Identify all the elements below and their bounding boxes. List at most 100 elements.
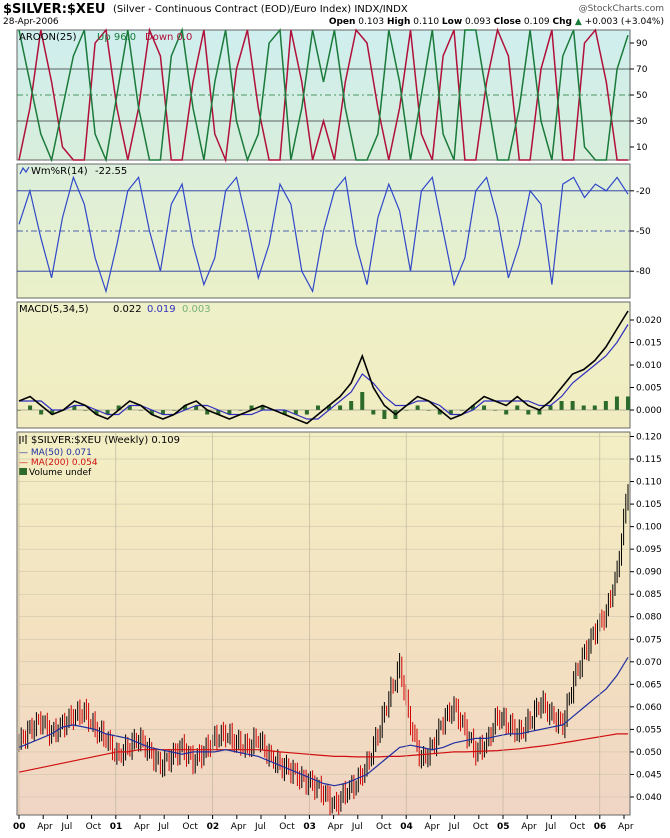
xtick-label-5: Apr [134, 822, 150, 832]
macd-histogram-bar-21 [249, 405, 254, 410]
ytick-label-4-6: 0.090 [636, 568, 662, 578]
xtick-label-19: Oct [473, 822, 489, 832]
ytick-label-4-7: 0.085 [636, 590, 662, 600]
xtick-label-9: Apr [231, 822, 247, 832]
macd-histogram-bar-52 [592, 405, 597, 410]
macd-histogram-bar-9 [116, 405, 121, 410]
xtick-label-4: 01 [110, 822, 123, 832]
chg-arrow-icon: ▲ [574, 17, 582, 27]
xtick-label-11: Oct [279, 822, 295, 832]
ytick-label-1-4: 10 [636, 143, 648, 153]
panel-2-background [16, 163, 631, 299]
macd-histogram-bar-1 [28, 405, 33, 410]
ytick-label-4-3: 0.105 [636, 500, 662, 510]
macd-hist-value: 0.003 [182, 304, 211, 315]
aroon-down-label: Down 0.0 [145, 32, 192, 43]
chart-symbol: $SILVER:$XEU [3, 2, 106, 17]
xtick-label-25: Apr [618, 822, 634, 832]
macd-histogram-bar-15 [183, 405, 188, 410]
ytick-label-1-2: 50 [636, 91, 648, 101]
chart-exchange: INDX/INDX [354, 4, 408, 15]
ytick-label-3-1: 0.015 [636, 339, 662, 349]
macd-label: MACD(5,34,5) [19, 304, 89, 315]
macd-histogram-bar-33 [382, 410, 387, 419]
panel-3-background [16, 301, 631, 429]
ytick-label-3-3: 0.005 [636, 384, 662, 394]
macd-histogram-bar-50 [570, 401, 575, 410]
aroon-down-line [18, 27, 628, 163]
macd-histogram-bar-19 [227, 410, 232, 415]
ytick-label-3-0: 0.020 [636, 316, 662, 326]
macd-signal-value: 0.019 [147, 304, 176, 315]
macd-line [18, 310, 629, 425]
ytick-label-4-1: 0.115 [636, 455, 662, 465]
aroon-up-line [18, 27, 629, 163]
low-label: Low [441, 17, 463, 27]
ytick-label-2-2: -80 [636, 267, 651, 277]
ytick-label-3-2: 0.010 [636, 361, 662, 371]
xtick-label-3: Oct [86, 822, 102, 832]
wmr-value: -22.55 [95, 166, 127, 177]
macd-histogram-bar-44 [504, 410, 509, 415]
xtick-label-10: Jul [254, 822, 266, 832]
macd-histogram-bar-29 [338, 405, 343, 410]
macd-histogram-bar-3 [50, 410, 55, 415]
macd-histogram-bar-7 [94, 410, 99, 415]
xtick-label-2: Jul [60, 822, 72, 832]
copyright: @StockCharts.com [578, 4, 664, 14]
macd-histogram-bar-39 [448, 410, 453, 415]
chart-date: 28-Apr-2006 [3, 17, 59, 27]
ytick-label-4-5: 0.095 [636, 545, 662, 555]
xtick-label-6: Jul [157, 822, 169, 832]
ytick-label-4-15: 0.045 [636, 770, 662, 780]
ytick-label-4-12: 0.060 [636, 703, 662, 713]
volume-legend: Volume undef [29, 468, 92, 478]
panel-4-background [16, 431, 631, 816]
macd-signal-line [19, 324, 629, 420]
wmr-label: Wm%R(14) [31, 166, 88, 177]
open-value: 0.103 [358, 17, 385, 27]
macd-histogram-bar-27 [315, 405, 320, 410]
xtick-label-16: 04 [400, 822, 413, 832]
aroon-label: AROON(25) [19, 32, 77, 43]
ytick-label-1-3: 30 [636, 117, 648, 127]
ytick-label-4-13: 0.055 [636, 725, 662, 735]
macd-histogram-bar-25 [293, 410, 298, 415]
xtick-label-17: Apr [424, 822, 440, 832]
xtick-label-23: Oct [570, 822, 586, 832]
xtick-label-7: Oct [182, 822, 198, 832]
ytick-label-4-0: 0.120 [636, 433, 662, 443]
macd-histogram-bar-37 [426, 410, 431, 411]
xtick-label-18: Jul [448, 822, 460, 832]
macd-histogram-bar-32 [371, 410, 376, 415]
ma50-legend: — MA(50) 0.071 [19, 448, 92, 458]
macd-histogram-bar-23 [271, 410, 276, 411]
xtick-label-12: 03 [303, 822, 316, 832]
ma200-line [18, 733, 628, 773]
chart-description: (Silver - Continuous Contract (EOD)/Euro… [113, 4, 408, 15]
panel-1-background [16, 29, 631, 161]
macd-histogram-bar-43 [493, 410, 498, 411]
macd-value: 0.022 [113, 304, 142, 315]
wmr-legend-icon [19, 166, 30, 175]
macd-histogram-bar-12 [149, 410, 154, 415]
xtick-label-22: Jul [544, 822, 556, 832]
chg-label: Chg [552, 17, 572, 27]
ytick-label-4-11: 0.065 [636, 680, 662, 690]
aroon-up-label: Up 96.0 [97, 32, 136, 43]
xtick-label-14: Jul [351, 822, 363, 832]
ytick-label-3-4: 0.000 [636, 406, 662, 416]
macd-histogram-bar-42 [482, 405, 487, 410]
macd-histogram-bar-16 [194, 405, 199, 410]
ytick-label-4-10: 0.070 [636, 658, 662, 668]
macd-histogram-bar-26 [304, 410, 309, 415]
macd-histogram-bar-45 [515, 405, 520, 410]
xtick-label-13: Apr [328, 822, 344, 832]
macd-histogram-bar-18 [216, 410, 221, 415]
macd-histogram-bar-4 [61, 410, 66, 411]
macd-histogram-bar-20 [238, 410, 243, 411]
macd-histogram-bar-40 [459, 410, 464, 411]
macd-histogram-bar-51 [581, 405, 586, 410]
